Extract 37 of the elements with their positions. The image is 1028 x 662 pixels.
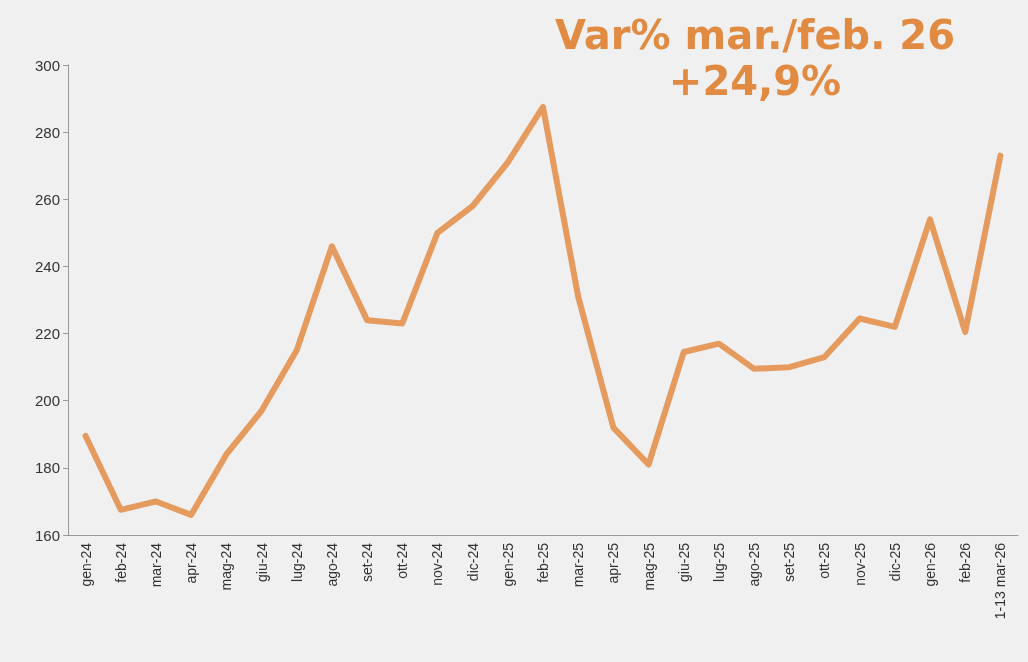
chart-title: Var% mar./feb. 26	[555, 12, 955, 58]
x-tick-label: mag-25	[640, 542, 657, 591]
x-tick-label: apr-24	[183, 542, 200, 584]
x-tick-label: feb-24	[112, 542, 129, 583]
x-tick-label: dic-25	[886, 542, 903, 582]
x-tick-label: giu-25	[675, 542, 692, 582]
x-tick-label: lug-24	[288, 542, 305, 582]
x-tick-label: nov-24	[429, 542, 446, 586]
x-tick-label: feb-26	[957, 542, 974, 583]
x-tick-label: set-24	[359, 542, 376, 582]
chart-subtitle: +24,9%	[668, 58, 842, 104]
x-tick-label: ott-24	[394, 542, 411, 579]
y-tick-label: 300	[34, 56, 60, 74]
y-tick-label: 240	[34, 257, 60, 275]
x-tick-label: ago-25	[746, 542, 763, 587]
x-tick-label: ago-24	[323, 542, 340, 587]
y-tick-label: 220	[34, 325, 60, 343]
y-tick-label: 160	[34, 526, 60, 544]
x-tick-label: gen-24	[77, 542, 94, 587]
x-tick-label: lug-25	[710, 542, 727, 582]
x-tick-label: gen-26	[922, 542, 939, 587]
x-tick-label: mar-25	[570, 542, 587, 588]
y-tick-label: 180	[34, 459, 60, 477]
x-tick-label: nov-25	[851, 542, 868, 586]
x-tick-label: feb-25	[535, 542, 551, 583]
x-tick-label: ott-25	[816, 542, 833, 579]
y-tick-label: 200	[34, 392, 60, 410]
x-tick-label: set-25	[781, 542, 798, 582]
x-tick-label: dic-24	[464, 542, 481, 582]
x-tick-label: giu-24	[253, 542, 270, 582]
x-tick-label: mar-24	[147, 542, 164, 588]
x-tick-label: gen-25	[499, 542, 516, 587]
x-tick-label: apr-25	[605, 542, 622, 584]
y-tick-label: 280	[34, 123, 60, 141]
y-tick-label: 260	[34, 190, 60, 208]
x-tick-label: mag-24	[218, 542, 235, 591]
x-tick-label: 1-13 mar-26	[992, 542, 1009, 620]
